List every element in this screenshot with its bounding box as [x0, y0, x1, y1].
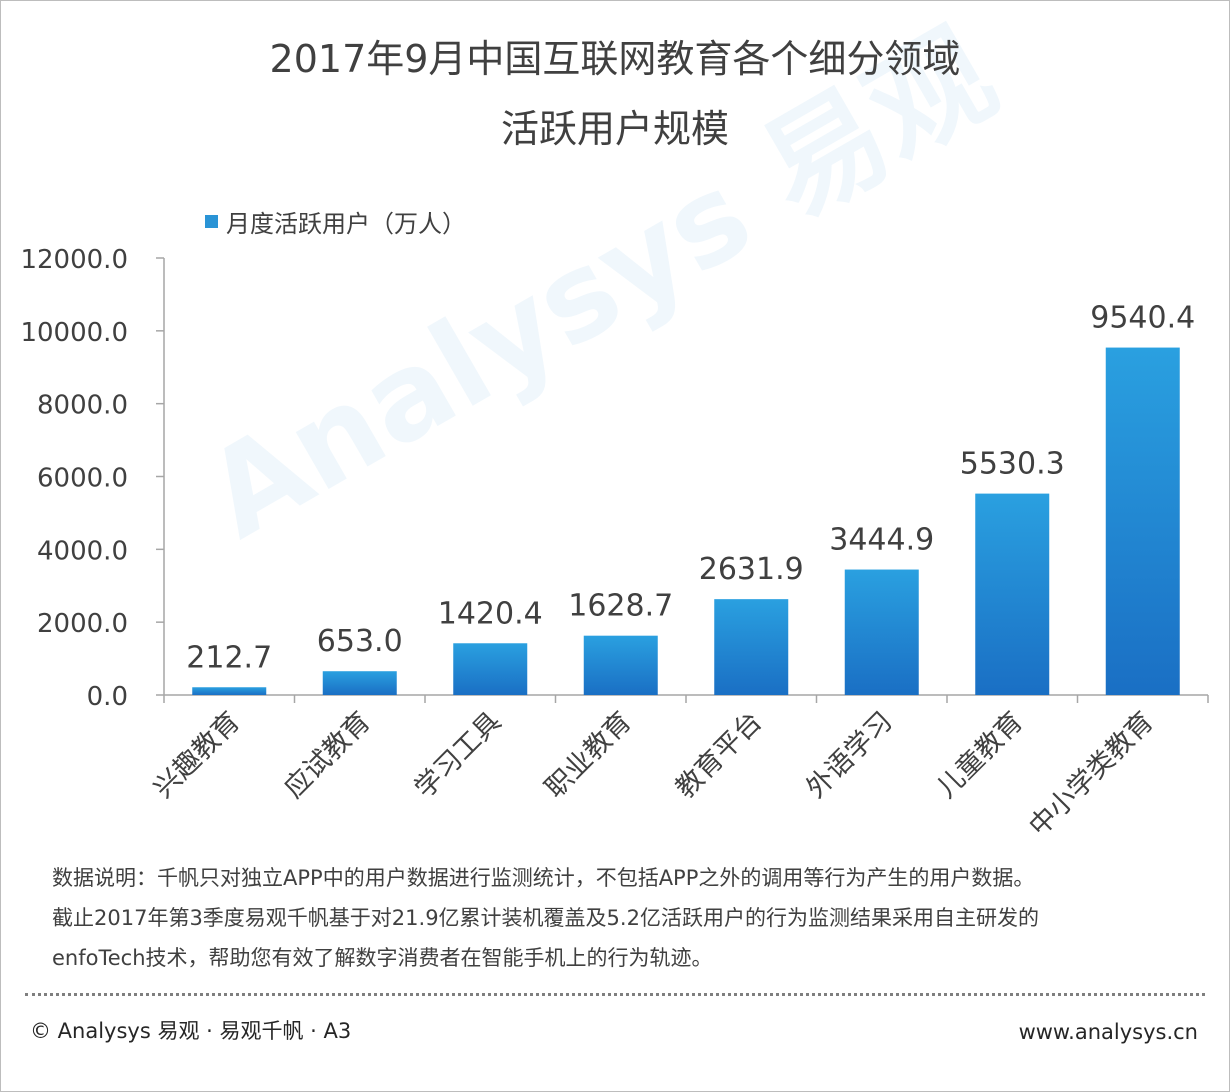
bar-value-label: 1628.7 [568, 589, 673, 624]
copyright-text: © Analysys 易观 · 易观千帆 · A3 [30, 1019, 352, 1043]
footer-divider [25, 993, 1205, 996]
note-line-2: 截止2017年第3季度易观千帆基于对21.9亿累计装机覆盖及5.2亿活跃用户的行… [52, 906, 1039, 930]
y-tick-label: 6000.0 [37, 464, 128, 494]
bar-value-label: 1420.4 [438, 596, 543, 631]
bar [1105, 347, 1180, 695]
y-tick-label: 8000.0 [37, 391, 128, 421]
data-note: 数据说明：千帆只对独立APP中的用户数据进行监测统计，不包括APP之外的调用等行… [52, 858, 1202, 978]
bar [583, 635, 658, 695]
bar [844, 569, 919, 695]
legend-label: 月度活跃用户（万人） [226, 210, 466, 238]
bar [192, 687, 267, 695]
website-link[interactable]: www.analysys.cn [1018, 1020, 1198, 1044]
y-axis: 0.0 2000.0 4000.0 6000.0 8000.0 10000.0 12000.… [20, 245, 165, 712]
x-category-label: 兴趣教育 [148, 706, 246, 804]
bar-chart: 0.0 2000.0 4000.0 6000.0 8000.0 10000.0 12000.… [20, 245, 1209, 843]
x-category-label: 学习工具 [409, 706, 507, 804]
y-tick-label: 12000.0 [20, 245, 128, 275]
x-category-label: 外语学习 [800, 706, 898, 804]
bar-value-label: 212.7 [186, 640, 272, 675]
y-tick-label: 0.0 [87, 682, 128, 712]
bar [322, 671, 397, 695]
bar-value-label: 3444.9 [829, 523, 934, 558]
y-tick-label: 4000.0 [37, 536, 128, 566]
y-tick-label: 2000.0 [37, 609, 128, 639]
y-tick-label: 10000.0 [20, 318, 128, 348]
bar-value-label: 2631.9 [699, 552, 804, 587]
bar-value-label: 5530.3 [960, 447, 1065, 482]
bars [192, 347, 1180, 695]
x-category-label: 儿童教育 [931, 706, 1029, 804]
x-category-label: 教育平台 [670, 706, 768, 804]
legend-swatch [205, 215, 218, 228]
note-line-1: 数据说明：千帆只对独立APP中的用户数据进行监测统计，不包括APP之外的调用等行… [52, 866, 1035, 890]
x-category-label: 应试教育 [278, 706, 376, 804]
legend: 月度活跃用户（万人） [205, 204, 466, 239]
bar [453, 643, 528, 695]
x-axis [163, 694, 1209, 703]
chart-title: 2017年9月中国互联网教育各个细分领域 [269, 37, 961, 81]
bar [714, 599, 789, 695]
x-category-label: 中小学类教育 [1023, 706, 1159, 842]
x-category-label: 职业教育 [539, 706, 637, 804]
bar-value-label: 9540.4 [1090, 301, 1195, 336]
bar-value-label: 653.0 [317, 624, 403, 659]
chart-subtitle: 活跃用户规模 [500, 107, 729, 151]
bar [975, 493, 1050, 695]
value-labels: 212.7 653.0 1420.4 1628.7 2631.9 3444.9 5530.3… [186, 301, 1195, 676]
note-line-3: enfoTech技术，帮助您有效了解数字消费者在智能手机上的行为轨迹。 [52, 946, 713, 970]
